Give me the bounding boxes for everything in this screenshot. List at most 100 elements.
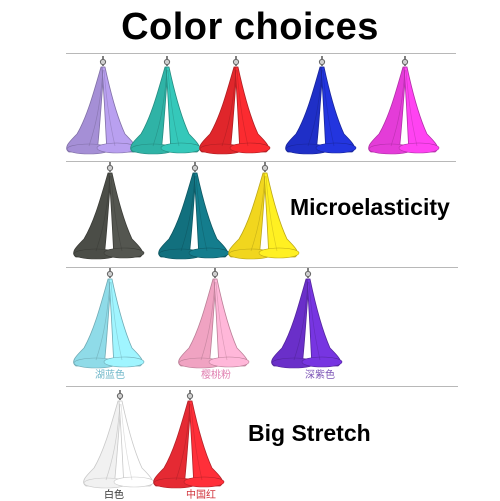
silk-panel-right: [193, 172, 228, 258]
silk-fold: [236, 69, 249, 147]
ring-icon: [261, 164, 269, 172]
silk-teal: [130, 56, 202, 155]
ring-icon: [99, 58, 107, 66]
silk-fold: [221, 69, 237, 147]
silk-panel-left: [178, 278, 217, 367]
silk-panel-left: [368, 66, 407, 153]
silk-fold: [307, 69, 323, 147]
silk-deep-purple: [271, 268, 343, 369]
silk-panel-left: [158, 172, 197, 258]
silk-light-blue: [73, 268, 145, 369]
silk-panel-left: [285, 66, 324, 153]
silk-fold: [390, 69, 406, 147]
silk-yellow: [228, 162, 300, 260]
divider-2: [66, 161, 456, 162]
silk-fold: [190, 403, 203, 481]
divider-4: [66, 386, 458, 387]
ring-icon: [401, 58, 409, 66]
silk-pool-right: [229, 142, 271, 154]
silk-pool-right: [160, 142, 202, 154]
label-big-stretch: Big Stretch: [248, 420, 371, 446]
silk-fold: [88, 69, 104, 147]
silk-fold: [175, 403, 191, 481]
color-label-white: 白色: [104, 490, 124, 501]
silk-pool-right: [301, 356, 343, 368]
ring-icon: [318, 58, 326, 66]
color-label-deep-purple: 深紫色: [305, 370, 335, 381]
silk-magenta: [368, 56, 440, 155]
silk-fold: [103, 69, 116, 147]
silk-pool-right: [398, 142, 440, 154]
silk-fold: [308, 281, 321, 361]
silk-fold: [195, 175, 208, 252]
silk-dark-teal: [158, 162, 230, 260]
silk-china-red: [153, 390, 225, 489]
ring-icon: [116, 392, 124, 400]
silk-fold: [250, 175, 266, 252]
silk-pool-right: [258, 247, 300, 259]
silk-fold: [265, 175, 278, 252]
ring-icon: [186, 392, 194, 400]
silk-panel-right: [165, 66, 200, 153]
silk-fold: [322, 69, 335, 147]
color-label-light-blue: 湖蓝色: [95, 370, 125, 381]
silk-fold: [167, 69, 180, 147]
silk-purple: [66, 56, 138, 155]
silk-fold: [95, 175, 111, 252]
silk-pool-right: [183, 476, 225, 488]
silk-fold: [215, 281, 228, 361]
silk-panel-right: [234, 66, 269, 153]
silk-pink: [178, 268, 250, 369]
ring-icon: [106, 270, 114, 278]
silk-panel-left: [73, 278, 112, 367]
silk-fold: [110, 175, 123, 252]
ring-icon: [232, 58, 240, 66]
silk-panel-left: [271, 278, 310, 367]
silk-panel-right: [188, 400, 223, 487]
divider-1: [66, 53, 456, 54]
divider-3: [66, 267, 458, 268]
silk-panel-right: [403, 66, 438, 153]
silk-panel-left: [130, 66, 169, 153]
silk-fold: [120, 403, 133, 481]
ring-icon: [106, 164, 114, 172]
silk-fold: [180, 175, 196, 252]
label-microelasticity: Microelasticity: [290, 194, 450, 220]
silk-panel-right: [101, 66, 136, 153]
color-label-pink: 樱桃粉: [201, 370, 231, 381]
silk-fold: [405, 69, 418, 147]
silk-panel-left: [73, 172, 112, 258]
ring-icon: [191, 164, 199, 172]
silk-panel-left: [66, 66, 105, 153]
silk-fold: [95, 281, 111, 361]
silk-panel-left: [153, 400, 192, 487]
ring-icon: [304, 270, 312, 278]
silk-fold: [105, 403, 121, 481]
silk-panel-right: [213, 278, 248, 367]
silk-panel-right: [306, 278, 341, 367]
silk-panel-right: [320, 66, 355, 153]
silk-panel-right: [108, 278, 143, 367]
silk-white: [83, 390, 155, 489]
ring-icon: [211, 270, 219, 278]
silk-pool-right: [103, 356, 145, 368]
color-label-china-red: 中国红: [186, 490, 216, 501]
silk-fold: [200, 281, 216, 361]
silk-panel-right: [108, 172, 143, 258]
silk-panel-left: [199, 66, 238, 153]
silk-pool-right: [315, 142, 357, 154]
silk-blue: [285, 56, 357, 155]
silk-panel-left: [228, 172, 267, 258]
ring-icon: [163, 58, 171, 66]
silk-fold: [152, 69, 168, 147]
silk-dark-gray: [73, 162, 145, 260]
silk-fold: [293, 281, 309, 361]
silk-fold: [110, 281, 123, 361]
silk-pool-right: [103, 247, 145, 259]
silk-panel-left: [83, 400, 122, 487]
silk-red: [199, 56, 271, 155]
silk-pool-right: [208, 356, 250, 368]
page-title: Color choices: [121, 6, 379, 48]
